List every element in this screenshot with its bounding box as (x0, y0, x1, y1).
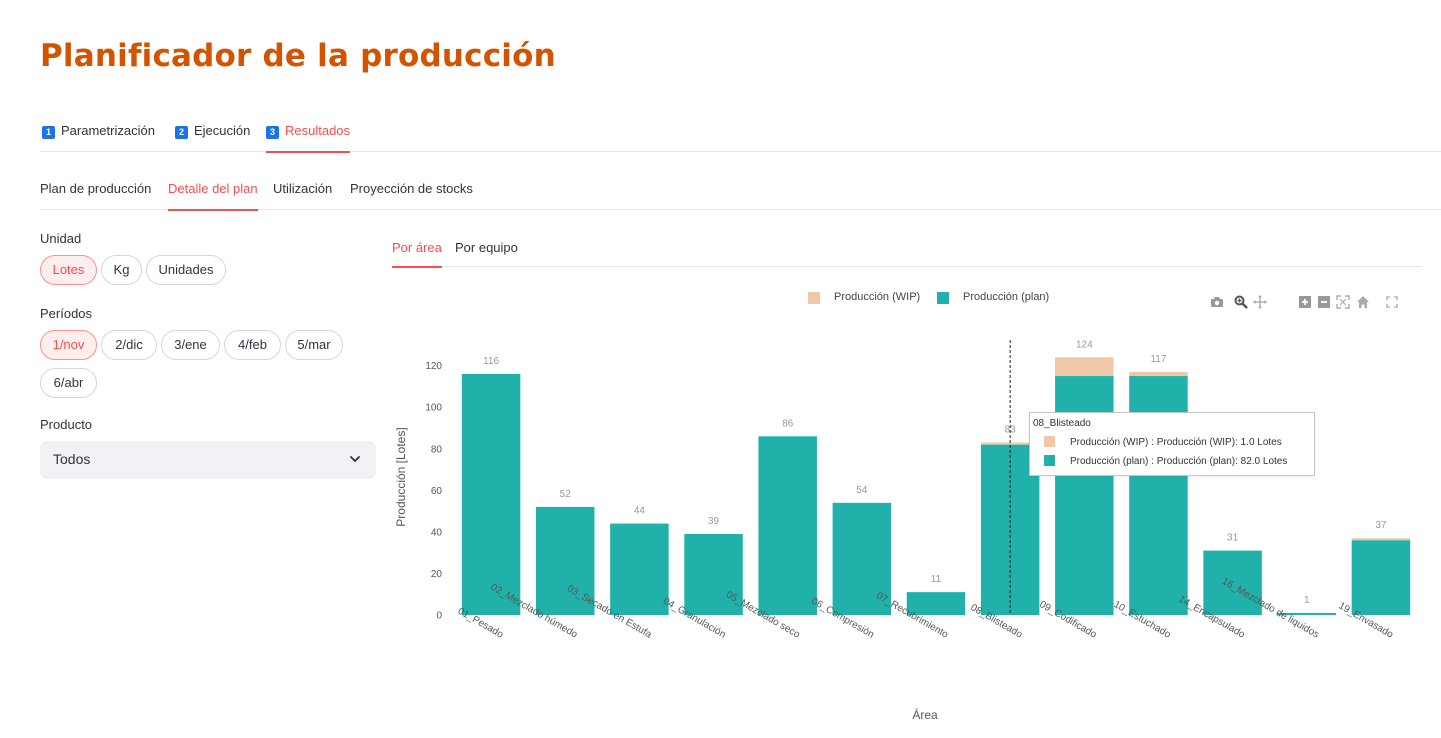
y-tick-label: 40 (431, 527, 443, 538)
zoom-out-icon[interactable] (1316, 294, 1332, 310)
bar-value-label: 86 (782, 418, 794, 429)
bar-value-label: 124 (1076, 339, 1093, 350)
tab-ejecucion[interactable]: 2 Ejecución (175, 123, 250, 152)
bar-wip (1351, 538, 1411, 541)
producto-select[interactable]: Todos (40, 441, 376, 479)
tooltip-title: 08_Blisteado (1033, 418, 1091, 429)
pan-icon[interactable] (1252, 294, 1268, 310)
tab-number-badge: 2 (175, 126, 188, 139)
bar-value-label: 31 (1227, 533, 1239, 544)
legend-label-wip[interactable]: Producción (WIP) (834, 291, 921, 303)
hover-tooltip: 08_Blisteado Producción (WIP) : Producci… (1029, 412, 1315, 476)
tab-resultados[interactable]: 3 Resultados (266, 123, 351, 153)
bar-value-label: 117 (1150, 354, 1166, 365)
bar-plan (1277, 612, 1337, 615)
legend-swatch-plan (937, 292, 949, 304)
page-title: Planificador de la producción (40, 38, 556, 74)
bar-plan (1203, 550, 1262, 615)
legend-swatch-wip (808, 292, 820, 304)
bar-plan (684, 533, 743, 615)
y-tick-label: 80 (431, 444, 443, 455)
y-tick-label: 60 (431, 486, 443, 497)
y-tick-label: 0 (436, 611, 442, 622)
zoom-icon[interactable] (1233, 294, 1249, 310)
tooltip-row-wip: Producción (WIP) : Producción (WIP): 1.0… (1044, 436, 1282, 448)
autoscale-icon[interactable] (1335, 294, 1351, 310)
x-axis-title: Área (912, 707, 938, 722)
bar-value-label: 11 (931, 574, 942, 585)
bar-wip (980, 442, 1040, 445)
bar-plan (610, 523, 669, 615)
tooltip-swatch-wip (1044, 436, 1055, 447)
sub-tabs: Plan de producción Detalle del plan Util… (40, 175, 1441, 211)
producto-label: Producto (40, 417, 93, 432)
chart-tabs: Por área Por equipo (392, 236, 1422, 268)
tab-proyeccion-de-stocks[interactable]: Proyección de stocks (350, 181, 473, 196)
y-axis-title: Producción [Lotes] (394, 427, 408, 526)
periodo-option-2-dic[interactable]: 2/dic (101, 330, 157, 360)
reset-axes-icon[interactable] (1355, 294, 1371, 310)
bar-plan (535, 506, 595, 615)
y-tick-label: 20 (431, 569, 443, 580)
bar-plan (906, 592, 966, 615)
tab-por-equipo[interactable]: Por equipo (455, 240, 518, 255)
tab-por-area[interactable]: Por área (392, 240, 442, 268)
tab-utilizacion[interactable]: Utilización (273, 181, 333, 196)
tab-label: Parametrización (61, 123, 155, 138)
tab-number-badge: 1 (42, 126, 55, 139)
periodo-option-6-abr[interactable]: 6/abr (40, 368, 97, 398)
tab-detalle-del-plan[interactable]: Detalle del plan (168, 181, 258, 211)
unidad-option-unidades[interactable]: Unidades (146, 255, 226, 285)
bar-wip (1055, 357, 1114, 377)
bar-value-label: 44 (634, 506, 646, 517)
tab-plan-de-produccion[interactable]: Plan de producción (40, 181, 152, 196)
bar-value-label: 54 (856, 485, 868, 496)
bar-value-label: 116 (483, 356, 499, 367)
producto-select-value: Todos (53, 451, 91, 467)
tooltip-row-plan: Producción (plan) : Producción (plan): 8… (1044, 455, 1287, 467)
bar-value-label: 1 (1304, 595, 1310, 606)
camera-icon[interactable] (1209, 294, 1225, 310)
periodo-option-4-feb[interactable]: 4/feb (224, 330, 281, 360)
zoom-in-icon[interactable] (1297, 294, 1313, 310)
fullscreen-icon[interactable] (1384, 294, 1400, 310)
chevron-down-icon (350, 456, 360, 462)
periodo-option-5-mar[interactable]: 5/mar (285, 330, 343, 360)
tab-parametrizacion[interactable]: 1 Parametrización (42, 123, 155, 152)
bar-plan (461, 373, 521, 615)
tooltip-text-wip: Producción (WIP) : Producción (WIP): 1.0… (1070, 437, 1282, 448)
legend-label-plan[interactable]: Producción (plan) (963, 291, 1050, 303)
unidad-option-lotes[interactable]: Lotes (40, 255, 97, 285)
tab-label: Resultados (285, 123, 351, 138)
bar-value-label: 39 (708, 516, 720, 527)
tooltip-text-plan: Producción (plan) : Producción (plan): 8… (1070, 456, 1288, 467)
unidad-label: Unidad (40, 231, 82, 246)
tab-number-badge: 3 (266, 126, 279, 139)
y-tick-label: 120 (425, 361, 442, 372)
tooltip-swatch-plan (1044, 455, 1055, 466)
bar-wip (1129, 371, 1188, 377)
bar-value-label: 52 (560, 489, 572, 500)
bar-value-label: 37 (1375, 520, 1387, 531)
periodo-option-1-nov[interactable]: 1/nov (40, 330, 97, 360)
tab-label: Ejecución (194, 123, 251, 138)
main-tabs: 1 Parametrización 2 Ejecución 3 Resultados (40, 118, 1441, 153)
periodos-label: Períodos (40, 306, 93, 321)
y-tick-label: 100 (425, 403, 442, 414)
unidad-option-kg[interactable]: Kg (101, 255, 142, 285)
bar-plan (1351, 540, 1411, 615)
periodo-option-3-ene[interactable]: 3/ene (161, 330, 220, 360)
bar-plan (758, 436, 817, 615)
bar-plan (832, 502, 892, 615)
